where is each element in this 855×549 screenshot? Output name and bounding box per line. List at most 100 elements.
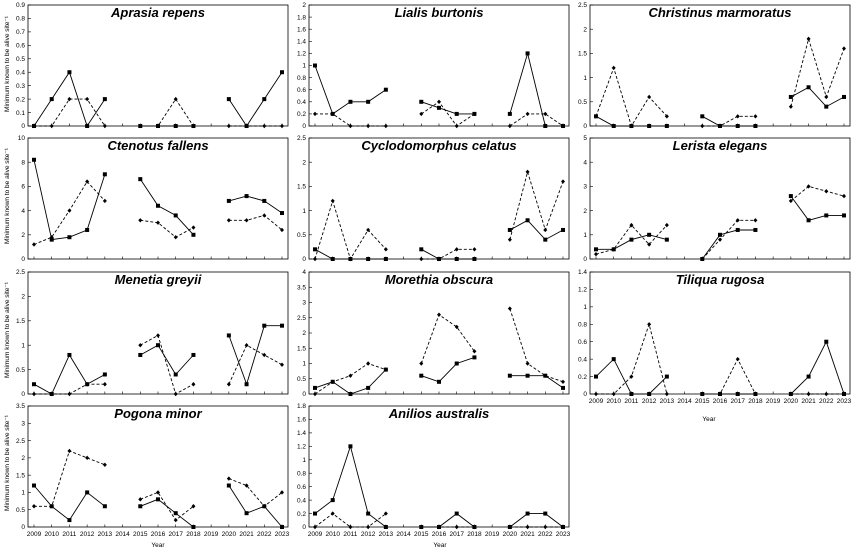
x-tick-label: 2019: [485, 531, 500, 538]
x-tick-label: 2015: [695, 398, 710, 405]
y-tick-label: 6: [21, 184, 25, 191]
x-tick-label: 2023: [556, 531, 571, 538]
y-tick-label: 0.7: [16, 29, 25, 36]
y-tick-label: 1: [583, 75, 587, 82]
data-point-square: [507, 227, 512, 232]
x-tick-label: 2011: [624, 398, 638, 405]
data-point-square: [824, 104, 829, 109]
x-tick-label: 2020: [784, 398, 799, 405]
y-tick-label: 0.6: [578, 339, 587, 346]
data-point-square: [262, 97, 267, 102]
data-point-diamond: [173, 235, 178, 240]
y-tick-label: 4: [583, 159, 587, 166]
series-line-solid: [421, 101, 475, 115]
x-tick-label: 2010: [44, 531, 59, 538]
data-point-diamond: [173, 517, 178, 523]
data-point-diamond: [348, 524, 353, 530]
data-point-diamond: [700, 256, 705, 262]
data-point-square: [788, 94, 793, 99]
data-point-diamond: [156, 220, 160, 225]
data-point-square: [664, 374, 669, 379]
data-point-square: [594, 374, 598, 379]
x-tick-label: 2009: [308, 531, 323, 538]
panel-title: Morethia obscura: [385, 272, 493, 287]
x-tick-label: 2020: [503, 531, 518, 538]
x-tick-label: 2021: [239, 531, 254, 538]
y-tick-label: 2.5: [16, 269, 25, 276]
data-point-diamond: [348, 256, 353, 262]
data-point-square: [85, 490, 90, 495]
panel-5: 0 1 2 3 4 5 Lerista elegans: [583, 135, 851, 263]
data-point-square: [366, 511, 371, 516]
series-line-solid: [790, 340, 845, 395]
data-point-diamond: [85, 455, 90, 461]
y-tick-label: 0.2: [578, 374, 587, 381]
y-tick-label: 1: [302, 208, 306, 215]
x-tick-label: 2023: [275, 531, 290, 538]
panel-7: 0 0.5 1 1.5 2 2.5 3 3.5 4 Morethia obscura: [297, 269, 570, 398]
data-point-square: [454, 511, 459, 516]
data-point-diamond: [173, 391, 178, 397]
panel-9: 0 0.5 1 1.5 2 2.5 3 3.5 2009 2010 2011 2012 2013 2014…: [16, 403, 290, 538]
x-axis-label-col1: Year: [151, 542, 165, 549]
data-point-diamond: [718, 391, 722, 397]
data-point-square: [313, 385, 317, 390]
x-tick-label: 2015: [133, 531, 148, 538]
data-point-diamond: [561, 524, 565, 530]
x-tick-label: 2009: [27, 531, 42, 538]
y-tick-label: 2.5: [297, 135, 306, 142]
y-tick-label: 0: [302, 524, 306, 531]
y-tick-label: 1.5: [297, 345, 306, 352]
series-line-dashed: [228, 214, 283, 231]
y-tick-label: 0.5: [16, 507, 25, 514]
panel-frame: [27, 4, 289, 127]
data-point-square: [842, 94, 846, 99]
y-tick-label: 0.2: [297, 111, 306, 118]
y-tick-label: 0.8: [16, 16, 25, 23]
series-line-solid: [701, 229, 756, 260]
panel-frame: [589, 4, 851, 127]
data-point-square: [49, 97, 54, 102]
data-point-diamond: [525, 169, 530, 175]
data-point-square: [191, 525, 196, 529]
panel-2: 0 0.5 1 1.5 2 2.5 Christinus marmoratus: [578, 2, 851, 130]
series-line-solid: [33, 485, 106, 521]
y-tick-label: 3.5: [297, 284, 306, 291]
data-point-square: [32, 382, 36, 387]
data-point-diamond: [718, 123, 722, 129]
panel-title: Cyclodomorphus celatus: [361, 138, 516, 153]
data-point-square: [102, 97, 107, 102]
y-tick-label: 0.6: [16, 43, 25, 50]
data-point-diamond: [611, 247, 616, 252]
data-point-diamond: [454, 247, 459, 252]
y-tick-label: 0.5: [16, 56, 25, 63]
data-point-square: [102, 172, 107, 177]
data-point-diamond: [156, 333, 160, 338]
data-point-diamond: [472, 111, 477, 117]
data-point-diamond: [313, 391, 317, 397]
x-tick-label: 2013: [98, 531, 113, 538]
y-tick-label: 0.4: [297, 497, 306, 504]
panel-title: Aprasia repens: [110, 5, 205, 20]
x-tick-label: 2021: [520, 531, 535, 538]
y-tick-label: 1.6: [297, 26, 306, 33]
panel-title: Ctenotus fallens: [107, 138, 208, 153]
y-tick-label: 1: [302, 361, 306, 368]
data-point-diamond: [156, 123, 160, 129]
data-point-diamond: [32, 242, 36, 247]
y-tick-label: 1.5: [578, 51, 587, 58]
data-point-square: [824, 339, 829, 344]
data-point-square: [629, 392, 634, 396]
series-line-dashed: [420, 313, 475, 364]
series-line-solid: [421, 248, 475, 260]
data-point-diamond: [561, 379, 565, 384]
panel-frame: [308, 405, 570, 528]
x-tick-label: 2019: [204, 531, 219, 538]
y-axis-label-row4: Minimum known to be alive site⁻¹: [4, 414, 11, 511]
y-tick-label: 3: [583, 184, 587, 191]
data-point-square: [280, 211, 284, 216]
y-tick-label: 1.2: [297, 444, 306, 451]
data-point-square: [348, 99, 353, 104]
y-tick-label: 2.5: [16, 438, 25, 445]
data-point-diamond: [806, 184, 811, 189]
